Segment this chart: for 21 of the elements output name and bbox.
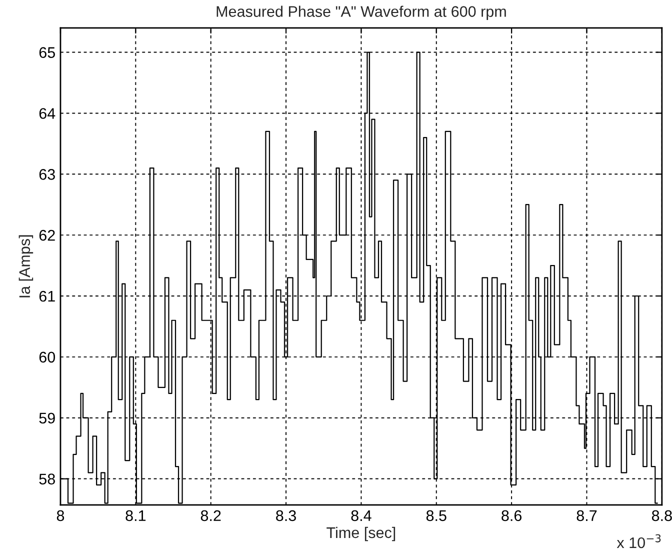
x-tick-label: 8.7 bbox=[576, 510, 597, 522]
x-tick-label: 8.6 bbox=[502, 510, 522, 522]
x-tick-label: 8.1 bbox=[126, 510, 146, 522]
x-tick-label: 8.8 bbox=[652, 510, 672, 522]
chart-title: Measured Phase "A" Waveform at 600 rpm bbox=[216, 6, 506, 20]
x-tick-label: 8.2 bbox=[200, 510, 221, 522]
y-tick-label: 59 bbox=[39, 412, 55, 424]
text: x 10$^{−3}$ bbox=[616, 534, 661, 548]
y-tick-label: 60 bbox=[39, 352, 56, 363]
x-tick-label: 8 bbox=[56, 510, 64, 522]
x-tick-label: 8.3 bbox=[276, 510, 296, 522]
y-tick-label: 65 bbox=[39, 47, 55, 58]
y-tick-label: 63 bbox=[39, 169, 55, 180]
x-axis-title: Time [sec] bbox=[326, 526, 396, 542]
x-tick-label: 8.4 bbox=[351, 510, 372, 522]
y-tick-label: 58 bbox=[39, 474, 55, 484]
x-tick-label: 8.5 bbox=[426, 510, 446, 522]
y-axis-title: Ia [Amps] bbox=[18, 235, 34, 298]
y-tick-label: 62 bbox=[39, 230, 55, 241]
y-tick-label: 61 bbox=[39, 290, 55, 302]
y-tick-label: 64 bbox=[39, 108, 56, 119]
